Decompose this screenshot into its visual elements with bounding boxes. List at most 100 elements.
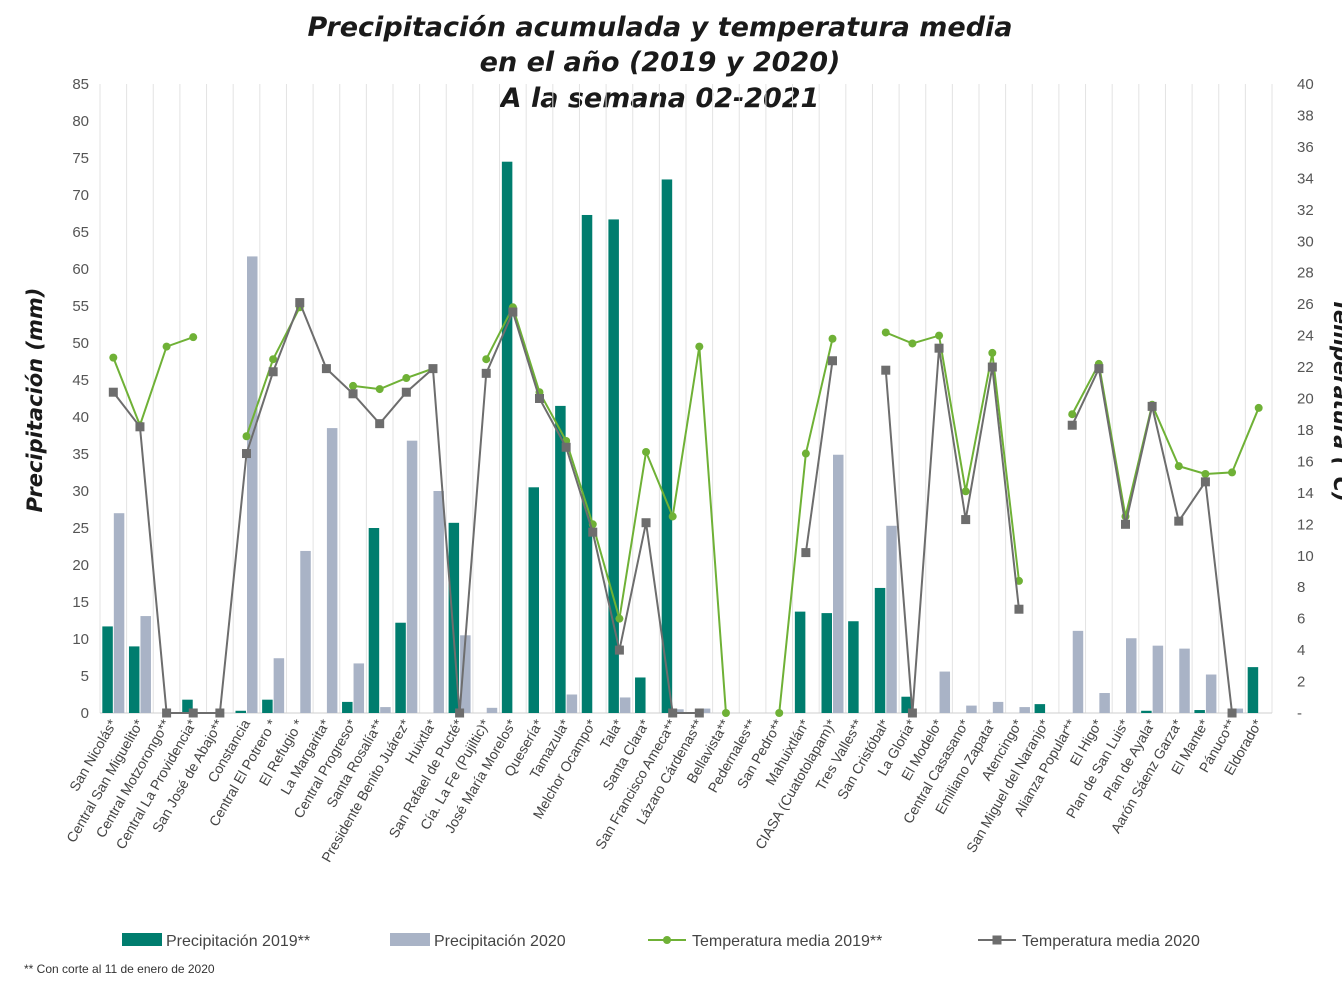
legend-marker — [663, 936, 671, 944]
temp-2019-point — [881, 328, 890, 337]
y-tick-right: 32 — [1297, 202, 1314, 219]
legend-item: Precipitación 2019** — [122, 933, 310, 950]
temp-2020-point — [428, 364, 438, 374]
bar-2019 — [661, 179, 673, 713]
bar-2019 — [848, 621, 859, 713]
y-tick-right: 12 — [1297, 516, 1314, 533]
y-tick-left: 60 — [72, 261, 89, 278]
x-axis: San Nicolás*Central San Miguelito*Centra… — [63, 716, 1266, 865]
chart-title-line-1: Precipitación acumulada y temperatura me… — [307, 12, 1013, 43]
y-tick-right: 30 — [1297, 233, 1314, 250]
temp-2020-point — [375, 419, 385, 429]
temp-2020-point — [135, 422, 145, 432]
temp-2020-point — [162, 708, 172, 718]
temp-2019-line — [885, 331, 1020, 582]
temp-2020-point — [881, 365, 891, 375]
y-tick-left: 80 — [72, 113, 89, 130]
y-tick-right: 4 — [1297, 642, 1305, 659]
temp-2020-point — [1147, 401, 1157, 411]
temp-2020-point — [401, 387, 411, 397]
temp-2020-point — [961, 515, 971, 525]
temp-2020-point — [1094, 364, 1104, 374]
bar-2019 — [901, 696, 912, 713]
bar-2019 — [1194, 710, 1205, 713]
bar-2020 — [566, 694, 578, 713]
legend-swatch — [390, 933, 430, 946]
temp-2019-line — [352, 367, 434, 391]
temp-2020-point — [348, 389, 358, 399]
y-tick-right: 6 — [1297, 611, 1305, 628]
y-tick-right: 18 — [1297, 422, 1314, 439]
temp-2019-point — [349, 381, 358, 390]
bar-2020 — [833, 454, 844, 713]
temp-2020-point — [242, 449, 251, 459]
temp-2020-line — [884, 348, 1020, 714]
legend-label: Precipitación 2019** — [166, 933, 310, 950]
bar-2020 — [886, 525, 897, 713]
y-tick-left: 30 — [72, 483, 89, 500]
y-tick-right: 2 — [1297, 674, 1305, 691]
y-tick-left: 75 — [72, 150, 89, 167]
bar-2019 — [235, 710, 246, 713]
temp-2019-point — [775, 709, 784, 717]
bar-2019 — [448, 522, 460, 713]
temp-2020-point — [108, 387, 118, 397]
bar-2019 — [501, 161, 513, 713]
grid-lines — [99, 84, 1273, 714]
bar-2019 — [581, 214, 593, 714]
temp-2019-point — [1201, 469, 1210, 478]
bar-2020 — [460, 635, 471, 713]
temp-2020-point — [455, 708, 465, 718]
temp-2019-point — [109, 353, 118, 362]
y-tick-left: 0 — [81, 705, 89, 722]
bar-2019 — [635, 677, 646, 713]
bar-2019 — [342, 701, 353, 713]
temp-2020-point — [641, 518, 651, 528]
bar-2020 — [486, 707, 498, 713]
y-tick-right: 16 — [1297, 453, 1314, 470]
temp-2020-point — [694, 708, 704, 718]
y-tick-left: 40 — [72, 409, 89, 426]
bar-2020 — [1019, 707, 1030, 713]
temp-2020-point — [828, 356, 837, 366]
temp-2020-point — [1200, 477, 1210, 487]
bar-2020 — [380, 707, 391, 713]
y-tick-right: 36 — [1297, 139, 1314, 156]
y-tick-left: 35 — [72, 446, 89, 463]
temp-2019-point — [242, 432, 251, 441]
legend-label: Temperatura media 2019** — [692, 933, 882, 950]
y-axis-left-label: Precipitación (mm) — [23, 288, 47, 513]
temp-2020-point — [535, 394, 544, 403]
y-tick-right: - — [1297, 705, 1302, 722]
temp-2019-point — [189, 333, 198, 342]
bar-2020 — [113, 513, 125, 713]
temp-2019-point — [801, 449, 810, 458]
legend-label: Temperatura media 2020 — [1022, 933, 1200, 950]
bar-2019 — [182, 699, 193, 713]
temp-2019-point — [1068, 410, 1077, 419]
temp-2020-line — [1071, 365, 1234, 714]
temp-2020-point — [987, 362, 997, 372]
bar-2019 — [1141, 710, 1152, 713]
bar-2020 — [433, 491, 444, 713]
temp-2019-point — [668, 512, 677, 521]
bar-2019 — [555, 405, 566, 713]
temp-2020-point — [215, 708, 225, 718]
y-tick-left: 50 — [72, 335, 89, 352]
bar-2020 — [939, 671, 951, 713]
bar-2020 — [966, 705, 977, 713]
legend: Precipitación 2019** Precipitación 2020 Te… — [122, 933, 1200, 950]
y-tick-right: 24 — [1297, 328, 1314, 345]
bar-2020 — [1179, 648, 1190, 713]
temp-2019-point — [269, 355, 278, 364]
legend-item: Precipitación 2020 — [390, 933, 566, 950]
y-tick-left: 45 — [72, 372, 89, 389]
bar-2019 — [608, 219, 619, 714]
bar-2019 — [528, 487, 539, 713]
temp-2020-point — [295, 298, 305, 308]
bar-2020 — [992, 701, 1004, 713]
temp-2019-point — [615, 614, 624, 623]
y-tick-right: 40 — [1297, 76, 1314, 93]
bar-2020 — [300, 550, 311, 713]
